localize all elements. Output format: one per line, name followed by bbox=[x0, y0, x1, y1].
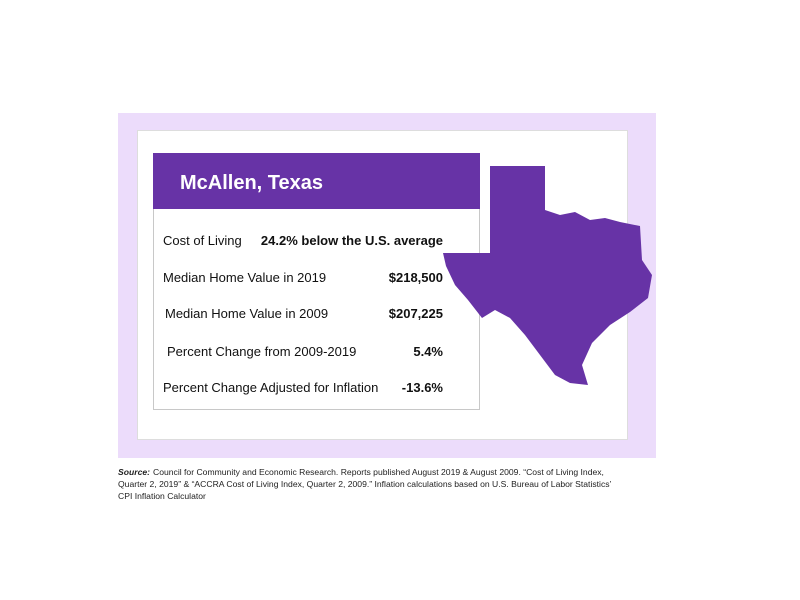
row-label: Median Home Value in 2019 bbox=[163, 270, 327, 285]
row-value: $218,500 bbox=[388, 270, 443, 285]
source-label: Source: bbox=[118, 467, 150, 477]
row-value: -13.6% bbox=[401, 380, 443, 395]
row-label: Percent Change from 2009-2019 bbox=[167, 344, 357, 359]
source-text: Council for Community and Economic Resea… bbox=[118, 467, 612, 501]
row-label: Cost of Living bbox=[163, 233, 242, 248]
row-value: 5.4% bbox=[413, 344, 443, 359]
row-label: Percent Change Adjusted for Inflation bbox=[163, 380, 379, 395]
table-header bbox=[153, 153, 480, 209]
row-value: $207,225 bbox=[388, 306, 443, 321]
row-value: 24.2% below the U.S. average bbox=[260, 233, 443, 248]
row-label: Median Home Value in 2009 bbox=[165, 306, 329, 321]
card-title: McAllen, Texas bbox=[180, 172, 324, 194]
source-note: Source: Council for Community and Economi… bbox=[118, 466, 618, 502]
